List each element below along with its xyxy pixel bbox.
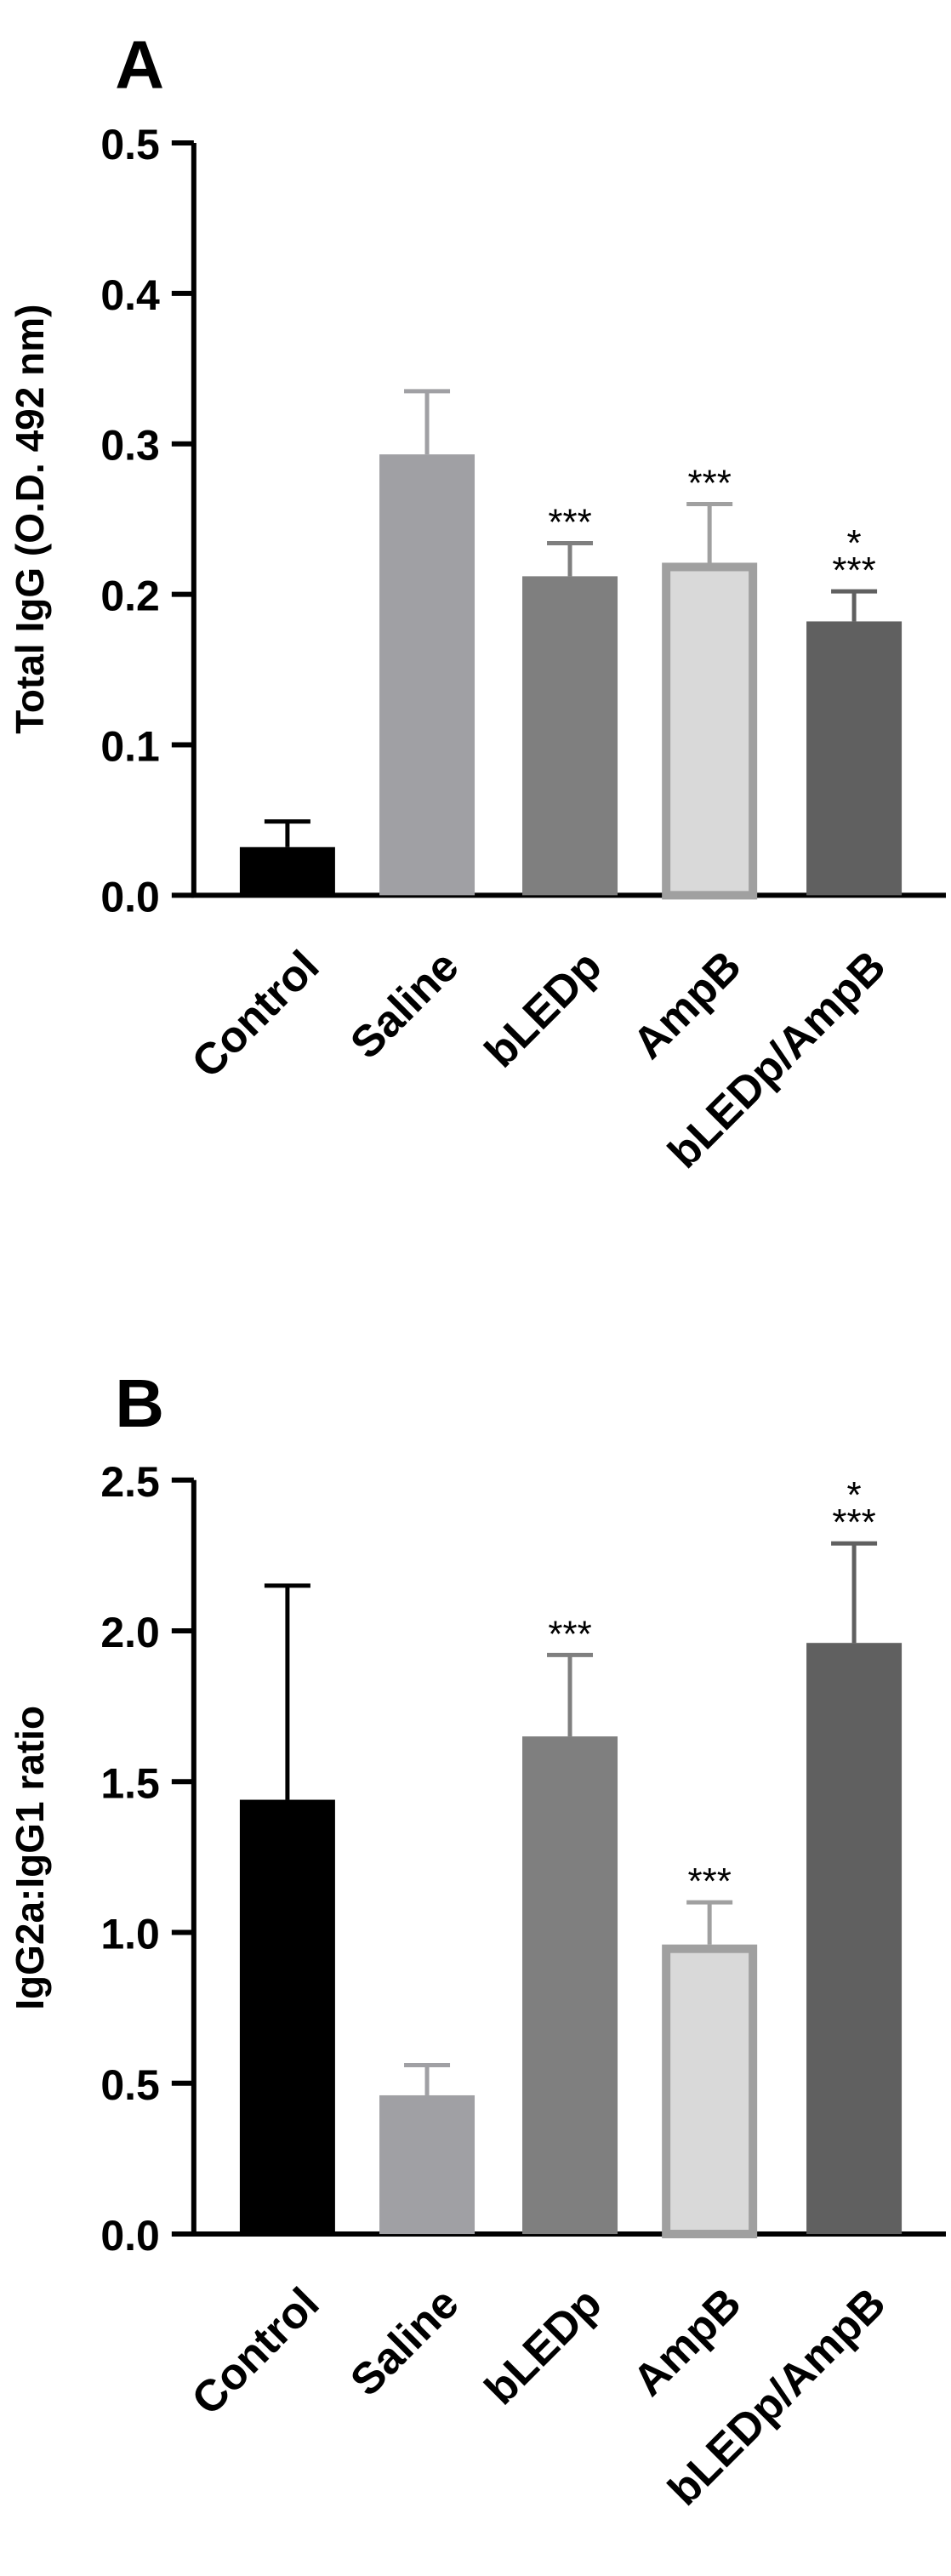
y-tick-label: 1.5 <box>100 1759 160 1807</box>
y-tick-label: 0.0 <box>100 2212 160 2260</box>
y-tick-label: 0.2 <box>100 573 160 620</box>
category-label: bLEDp <box>476 2278 611 2414</box>
bar-bledp-ampb <box>806 621 903 896</box>
y-axis-label: Total IgG (O.D. 492 nm) <box>8 305 52 734</box>
significance-label: *** <box>832 1502 875 1543</box>
bar-bledp <box>522 1736 618 2235</box>
chart-panel-b: B 0.0 0.5 1.0 1.5 2.0 2.5 IgG2a:IgG1 ratio Contr… <box>8 1365 946 2515</box>
y-tick-label: 0.5 <box>100 2061 160 2109</box>
significance-label: *** <box>687 1861 731 1902</box>
bar-bledp-ampb <box>806 1643 903 2235</box>
y-tick-label: 0.4 <box>100 271 160 319</box>
significance-label: * <box>847 522 862 564</box>
bar-saline <box>379 454 476 896</box>
bar-control <box>239 1799 335 2235</box>
significance-label: *** <box>548 501 591 543</box>
chart-panel-a: A 0.0 0.1 0.2 0.3 0.4 0.5 Total IgG (O.D. 492 n… <box>8 26 946 1178</box>
significance-label: *** <box>832 550 875 591</box>
y-tick-label: 0.3 <box>100 422 160 470</box>
category-label: AmpB <box>624 2278 750 2405</box>
bar-ampb <box>662 562 758 900</box>
y-tick-label: 0.5 <box>100 121 160 168</box>
bar-ampb <box>662 1944 758 2239</box>
panel-letter: B <box>115 1365 164 1441</box>
significance-label: * <box>847 1474 862 1516</box>
significance-label: *** <box>548 1613 591 1655</box>
y-tick-label: 0.0 <box>100 873 160 920</box>
significance-label: *** <box>687 462 731 504</box>
bar-control <box>239 846 335 896</box>
y-tick-label: 1.0 <box>100 1911 160 1958</box>
bar-bledp <box>522 576 618 896</box>
category-label: Control <box>183 2278 329 2425</box>
y-tick-label: 0.1 <box>100 722 160 770</box>
category-label: Saline <box>341 942 468 1069</box>
y-axis-label: IgG2a:IgG1 ratio <box>8 1706 52 2010</box>
y-tick-label: 2.0 <box>100 1609 160 1656</box>
y-tick-label: 2.5 <box>100 1458 160 1506</box>
category-label: bLEDp <box>476 942 611 1077</box>
category-label: AmpB <box>624 942 750 1069</box>
category-label: Saline <box>341 2278 468 2405</box>
bar-saline <box>379 2094 476 2235</box>
panel-letter: A <box>115 26 164 102</box>
category-label: Control <box>183 942 329 1088</box>
